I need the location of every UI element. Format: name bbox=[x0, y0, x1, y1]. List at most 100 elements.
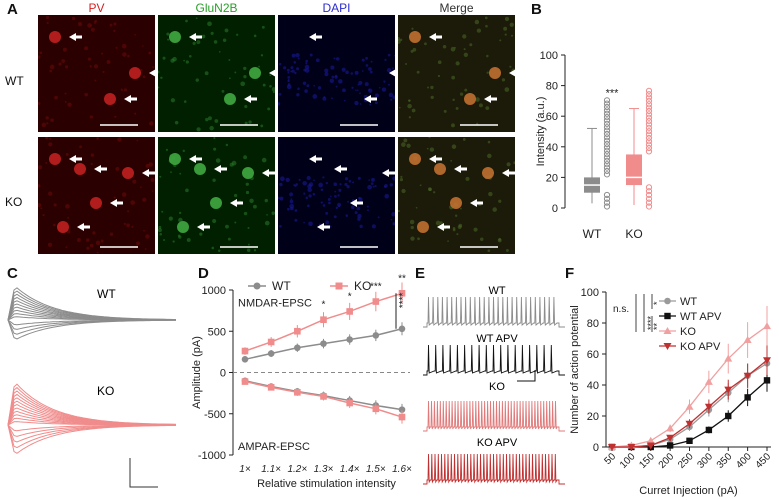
panel-label-d: D bbox=[198, 265, 209, 282]
outlier bbox=[645, 128, 653, 135]
y-tick-label: 40 bbox=[587, 380, 599, 392]
data-point bbox=[686, 437, 693, 444]
arrow-icon bbox=[142, 169, 155, 177]
cell-body bbox=[434, 163, 446, 175]
data-point bbox=[372, 298, 380, 305]
significance-label: ** bbox=[652, 322, 662, 330]
outlier bbox=[603, 130, 611, 138]
arrow-icon bbox=[429, 155, 442, 163]
outlier bbox=[645, 131, 653, 138]
data-point bbox=[267, 384, 275, 391]
x-tick-label: 1.3× bbox=[314, 464, 334, 475]
outlier bbox=[645, 94, 653, 101]
outlier bbox=[645, 104, 653, 111]
epsc-trace bbox=[7, 424, 177, 454]
micrograph-ko-glun2b bbox=[158, 137, 275, 254]
y-tick-label: 20 bbox=[587, 411, 599, 423]
outlier bbox=[645, 138, 653, 145]
data-point bbox=[705, 426, 713, 434]
spike-trace bbox=[423, 344, 565, 376]
data-point bbox=[685, 420, 694, 428]
x-tick-label: 1.6× bbox=[392, 464, 412, 475]
arrow-icon bbox=[94, 165, 107, 173]
arrow-icon bbox=[69, 33, 82, 41]
x-tick-label: WT bbox=[583, 227, 602, 241]
arrow-icon bbox=[454, 165, 467, 173]
data-point bbox=[294, 327, 301, 335]
annotation-nmdar: NMDAR-EPSC bbox=[238, 298, 312, 310]
micrograph-ko-pv bbox=[38, 137, 155, 254]
data-point bbox=[320, 316, 327, 323]
cell-body bbox=[74, 163, 86, 175]
outlier bbox=[603, 127, 611, 134]
spike-label-ko-apv: KO APV bbox=[477, 437, 518, 449]
y-tick-label: 80 bbox=[587, 318, 599, 330]
x-tick-label: 300 bbox=[695, 451, 715, 471]
epsc-trace bbox=[7, 287, 176, 321]
significance-label: ** bbox=[398, 273, 406, 284]
data-point bbox=[346, 308, 353, 315]
outlier bbox=[603, 137, 611, 144]
spike-label-wt: WT bbox=[488, 285, 505, 297]
data-point bbox=[267, 350, 275, 357]
column-label-merge: Merge bbox=[439, 1, 474, 15]
data-point bbox=[603, 203, 611, 210]
significance-label: * bbox=[322, 300, 326, 311]
data-point bbox=[294, 389, 301, 396]
data-point bbox=[398, 325, 406, 333]
panel-label-e: E bbox=[415, 265, 426, 282]
data-point bbox=[294, 344, 301, 352]
arrow-icon bbox=[269, 69, 275, 77]
column-label-pv: PV bbox=[88, 1, 105, 15]
y-tick-label: 100 bbox=[581, 287, 599, 299]
outlier bbox=[645, 87, 653, 94]
x-tick-label: 450 bbox=[754, 451, 774, 471]
outlier bbox=[645, 121, 653, 128]
y-axis-label: Amplitude (pA) bbox=[191, 336, 203, 409]
y-tick-label: 60 bbox=[546, 111, 558, 123]
spike-trace bbox=[423, 400, 565, 432]
data-point bbox=[743, 336, 752, 344]
outlier bbox=[603, 117, 611, 124]
scale-bar bbox=[129, 458, 158, 488]
y-tick-label: 0 bbox=[552, 203, 558, 215]
data-point bbox=[627, 444, 636, 451]
cell-body bbox=[90, 197, 102, 209]
outlier bbox=[603, 103, 611, 111]
cell-body bbox=[242, 167, 254, 179]
outlier bbox=[603, 107, 611, 114]
arrow-icon bbox=[110, 199, 123, 207]
outlier bbox=[603, 114, 611, 121]
outlier bbox=[645, 134, 653, 142]
outlier bbox=[645, 148, 653, 155]
cell-body bbox=[409, 153, 421, 165]
outlier bbox=[603, 151, 611, 158]
y-tick-label: -1000 bbox=[198, 450, 226, 462]
data-point bbox=[603, 199, 611, 206]
data-point bbox=[241, 356, 249, 363]
data-point bbox=[372, 332, 380, 339]
outlier bbox=[603, 167, 611, 175]
data-point bbox=[763, 357, 771, 365]
row-label-ko: KO bbox=[5, 195, 23, 209]
data-point bbox=[346, 336, 353, 343]
arrow-icon bbox=[244, 95, 257, 103]
data-point bbox=[398, 406, 406, 413]
data-point bbox=[320, 393, 327, 400]
y-tick-label: 80 bbox=[546, 81, 558, 93]
arrow-icon bbox=[364, 95, 377, 103]
x-tick-label: 200 bbox=[657, 451, 677, 471]
outlier bbox=[603, 164, 611, 171]
arrow-icon bbox=[437, 223, 450, 231]
arrow-icon bbox=[350, 199, 363, 207]
outlier bbox=[603, 140, 611, 148]
outlier bbox=[603, 110, 611, 117]
significance-label: **** bbox=[646, 315, 656, 330]
x-axis-label: Curret Injection (pA) bbox=[639, 485, 737, 497]
x-tick-label: 1.2× bbox=[287, 464, 307, 475]
panel-c-traces: WT KO bbox=[7, 287, 177, 488]
data-point bbox=[608, 444, 616, 451]
cell-body bbox=[194, 163, 206, 175]
epsc-trace bbox=[7, 319, 176, 340]
cell-body bbox=[122, 167, 134, 179]
